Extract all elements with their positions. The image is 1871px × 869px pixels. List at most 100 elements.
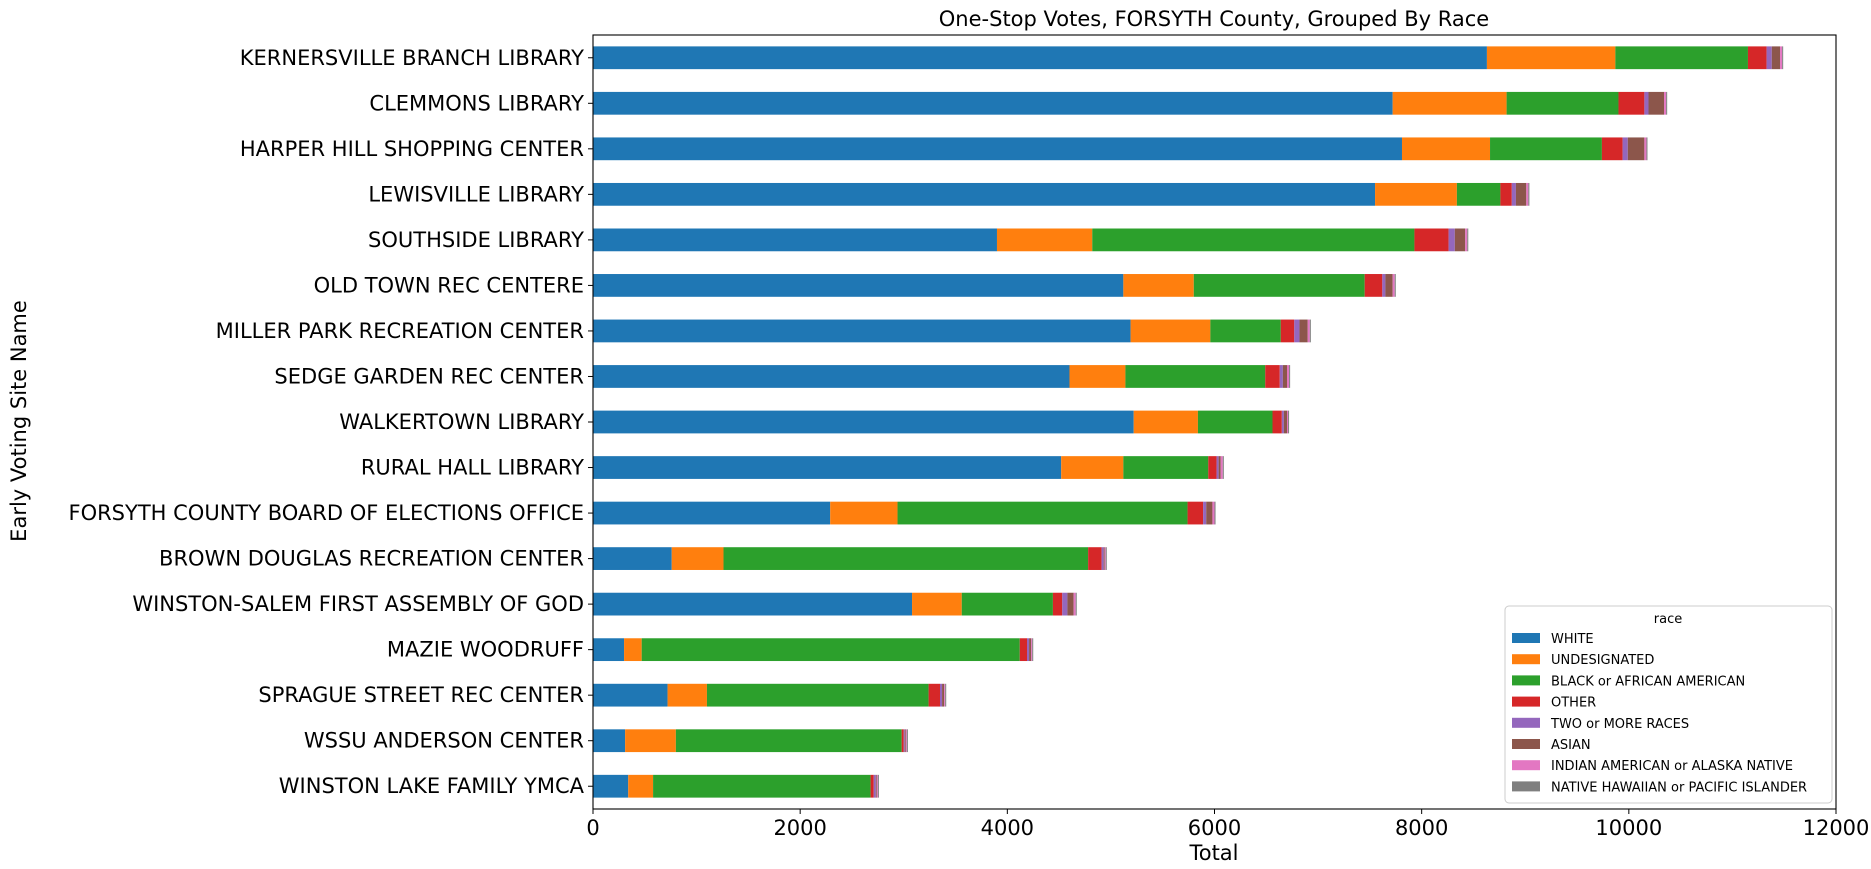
bar-segment [1272,410,1282,434]
bar-segment [1780,46,1783,70]
bar-segment [593,638,625,662]
y-tick-label: HARPER HILL SHOPPING CENTER [240,137,584,161]
bar-segment [1644,137,1647,161]
legend-swatch [1512,675,1540,686]
legend-swatch [1512,633,1540,643]
bar-segment [903,729,905,753]
x-tick-label: 10000 [1595,816,1662,840]
bar-segment [1103,547,1105,570]
bar-segment [593,683,668,707]
bar-segment [905,729,907,753]
bar-segment [1382,274,1386,297]
legend-label: INDIAN AMERICAN or ALASKA NATIVE [1551,759,1793,774]
bar-segment [1392,91,1507,115]
bar-segment [1101,547,1104,570]
bar-segment [1130,319,1211,343]
bar-segment [1062,592,1068,616]
bar-segment [1526,182,1529,206]
bar-segment [1031,638,1033,662]
bar-segment [1073,592,1076,616]
bar-segment [996,228,1093,252]
bar-segment [1771,46,1781,70]
bar-segment [593,501,831,525]
y-tick-label: OLD TOWN REC CENTERE [314,273,584,297]
bar-segment [723,547,1089,570]
bar-segment [625,729,676,753]
bar-segment [1092,228,1415,252]
bar-segment [1061,456,1124,479]
bar-segment [1218,456,1221,479]
bar-segment [1644,91,1649,115]
bar-segment [870,774,874,798]
bar-segment [1279,365,1283,388]
bar-segment [1125,365,1266,388]
legend-items: WHITE UNDESIGNATED BLACK or AFRICAN AMERIC… [1512,632,1807,795]
bar-segment [1032,638,1034,662]
bar-segment [1646,137,1648,161]
bar-segment [1193,274,1365,297]
bar-segment [1467,228,1469,252]
legend-swatch [1512,696,1540,707]
y-tick-label: BROWN DOUGLAS RECREATION CENTER [159,547,584,571]
bar-segment [1601,137,1623,161]
x-tick-label: 0 [586,816,599,840]
bar-segment [641,638,1020,662]
bar-segment [1280,319,1295,343]
bar-segment [1282,365,1288,388]
y-tick-label: WINSTON-SALEM FIRST ASSEMBLY OF GOD [132,592,584,616]
bar-segment [1220,456,1223,479]
x-tick-label: 8000 [1395,816,1448,840]
x-tick-label: 12000 [1803,816,1870,840]
legend-swatch [1512,781,1540,792]
bar-segment [1281,410,1284,434]
bar-segment [628,774,654,798]
bar-segment [593,91,1393,115]
bar-segment [1747,46,1767,70]
bar-segment [961,592,1053,616]
bar-segment [1664,91,1667,115]
y-tick-label: WSSU ANDERSON CENTER [304,729,584,753]
bar-segment [1414,228,1449,252]
legend-label: ASIAN [1551,738,1591,753]
x-tick-label: 6000 [1188,816,1241,840]
bar-segment [593,774,629,798]
bar-segment [624,638,642,662]
bar-segment [1287,365,1290,388]
bar-segment [1212,501,1215,525]
bar-segment [901,729,904,753]
bar-segment [1307,319,1310,343]
bar-segment [1104,547,1106,570]
y-tick-label: WALKERTOWN LIBRARY [339,410,584,434]
y-tick-label: WINSTON LAKE FAMILY YMCA [279,774,585,798]
bars-layer [593,46,1784,798]
bar-segment [667,683,707,707]
bar-segment [1515,182,1527,206]
bar-segment [1019,638,1028,662]
bar-segment [1511,182,1516,206]
bar-segment [928,683,941,707]
chart-title: One-Stop Votes, FORSYTH County, Grouped … [939,7,1489,31]
y-tick-label: CLEMMONS LIBRARY [369,91,584,115]
legend-label: UNDESIGNATED [1551,653,1654,668]
y-tick-label: RURAL HALL LIBRARY [361,456,584,480]
bar-segment [873,774,876,798]
bar-segment [1210,319,1281,343]
bar-segment [1069,365,1126,388]
bar-segment [1627,137,1645,161]
bar-segment [1088,547,1102,570]
bar-segment [593,456,1062,479]
bar-segment [1029,638,1032,662]
bar-segment [706,683,929,707]
y-tick-label: SOUTHSIDE LIBRARY [368,228,584,252]
bar-segment [1394,274,1396,297]
bar-segment [945,683,947,707]
y-tick-label: FORSYTH COUNTY BOARD OF ELECTIONS OFFICE [68,501,584,525]
bar-segment [1465,228,1468,252]
bar-segment [1027,638,1030,662]
bar-segment [944,683,946,707]
bar-segment [1392,274,1395,297]
bar-segment [653,774,871,798]
bar-segment [1666,91,1668,115]
bar-segment [1448,228,1455,252]
bar-segment [1123,274,1194,297]
